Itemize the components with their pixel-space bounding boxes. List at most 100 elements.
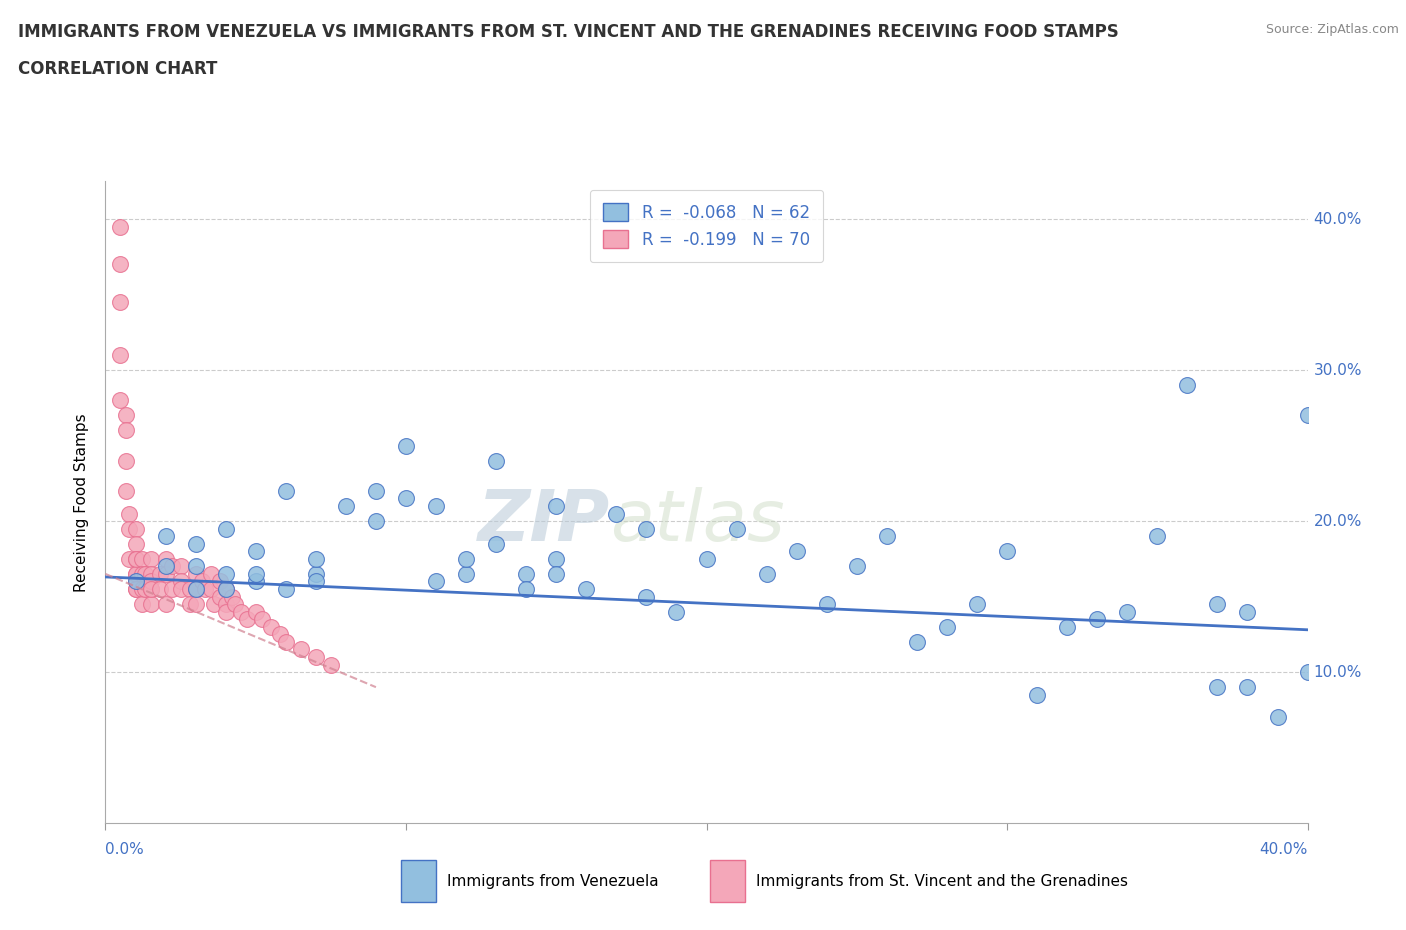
Text: 10.0%: 10.0% bbox=[1313, 665, 1362, 680]
Point bbox=[148, 566, 170, 581]
Point bbox=[305, 566, 328, 581]
Point bbox=[139, 566, 162, 581]
Point bbox=[274, 581, 297, 596]
Point bbox=[214, 566, 236, 581]
Point bbox=[224, 597, 246, 612]
Text: Immigrants from Venezuela: Immigrants from Venezuela bbox=[447, 874, 659, 889]
Point bbox=[139, 581, 162, 596]
Point bbox=[124, 581, 146, 596]
Point bbox=[169, 574, 191, 589]
Point bbox=[179, 581, 201, 596]
Point bbox=[131, 551, 153, 566]
Point bbox=[208, 589, 231, 604]
Point bbox=[966, 597, 988, 612]
Point bbox=[395, 438, 418, 453]
Point bbox=[124, 574, 146, 589]
Point bbox=[110, 219, 132, 234]
Point bbox=[936, 619, 959, 634]
Point bbox=[124, 521, 146, 536]
Point bbox=[200, 566, 222, 581]
Point bbox=[305, 551, 328, 566]
Point bbox=[845, 559, 868, 574]
Point bbox=[160, 581, 183, 596]
Point bbox=[269, 627, 291, 642]
Point bbox=[235, 612, 257, 627]
Point bbox=[124, 551, 146, 566]
Point bbox=[139, 551, 162, 566]
Point bbox=[184, 566, 207, 581]
Point bbox=[1236, 604, 1258, 619]
Point bbox=[245, 604, 267, 619]
Point bbox=[1056, 619, 1078, 634]
Point bbox=[260, 619, 283, 634]
Point bbox=[115, 453, 138, 468]
Point bbox=[139, 574, 162, 589]
Y-axis label: Receiving Food Stamps: Receiving Food Stamps bbox=[75, 413, 90, 591]
FancyBboxPatch shape bbox=[401, 860, 436, 902]
Point bbox=[546, 498, 568, 513]
Point bbox=[1116, 604, 1139, 619]
Point bbox=[755, 566, 778, 581]
Point bbox=[454, 566, 477, 581]
Point bbox=[725, 521, 748, 536]
Point bbox=[214, 604, 236, 619]
Point bbox=[184, 597, 207, 612]
Point bbox=[131, 597, 153, 612]
Point bbox=[208, 574, 231, 589]
Point bbox=[184, 581, 207, 596]
Legend: R =  -0.068   N = 62, R =  -0.199   N = 70: R = -0.068 N = 62, R = -0.199 N = 70 bbox=[591, 190, 823, 262]
Point bbox=[995, 544, 1018, 559]
Point bbox=[160, 559, 183, 574]
Point bbox=[131, 581, 153, 596]
Point bbox=[184, 559, 207, 574]
Point bbox=[546, 551, 568, 566]
Point bbox=[110, 295, 132, 310]
Point bbox=[155, 551, 177, 566]
Point bbox=[485, 537, 508, 551]
Point bbox=[110, 392, 132, 407]
Point bbox=[364, 484, 387, 498]
Point bbox=[131, 566, 153, 581]
Point bbox=[214, 581, 236, 596]
Point bbox=[1206, 680, 1229, 695]
Point bbox=[274, 484, 297, 498]
Point bbox=[184, 537, 207, 551]
Point bbox=[786, 544, 808, 559]
Text: atlas: atlas bbox=[610, 487, 785, 556]
Point bbox=[1206, 597, 1229, 612]
Point bbox=[636, 521, 658, 536]
Text: Source: ZipAtlas.com: Source: ZipAtlas.com bbox=[1265, 23, 1399, 36]
Point bbox=[1085, 612, 1108, 627]
Point bbox=[274, 634, 297, 649]
Point bbox=[905, 634, 928, 649]
Point bbox=[184, 581, 207, 596]
Point bbox=[110, 257, 132, 272]
Point bbox=[155, 529, 177, 544]
Text: 30.0%: 30.0% bbox=[1313, 363, 1362, 378]
Point bbox=[364, 513, 387, 528]
Point bbox=[124, 551, 146, 566]
Point bbox=[605, 506, 627, 521]
Point bbox=[155, 566, 177, 581]
Point bbox=[115, 408, 138, 423]
Point bbox=[250, 612, 273, 627]
Point bbox=[221, 589, 243, 604]
Point bbox=[134, 581, 156, 596]
Point bbox=[515, 566, 537, 581]
Text: 40.0%: 40.0% bbox=[1260, 842, 1308, 857]
Point bbox=[200, 581, 222, 596]
FancyBboxPatch shape bbox=[710, 860, 745, 902]
Point bbox=[118, 506, 141, 521]
Point bbox=[515, 581, 537, 596]
Point bbox=[815, 597, 838, 612]
Point bbox=[636, 589, 658, 604]
Point bbox=[124, 581, 146, 596]
Point bbox=[454, 551, 477, 566]
Point bbox=[245, 566, 267, 581]
Point bbox=[245, 544, 267, 559]
Text: 20.0%: 20.0% bbox=[1313, 513, 1362, 528]
Point bbox=[139, 581, 162, 596]
Point bbox=[194, 581, 217, 596]
Point bbox=[245, 574, 267, 589]
Point bbox=[214, 581, 236, 596]
